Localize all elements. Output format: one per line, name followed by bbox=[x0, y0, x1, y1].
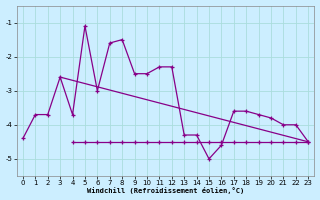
X-axis label: Windchill (Refroidissement éolien,°C): Windchill (Refroidissement éolien,°C) bbox=[87, 187, 244, 194]
